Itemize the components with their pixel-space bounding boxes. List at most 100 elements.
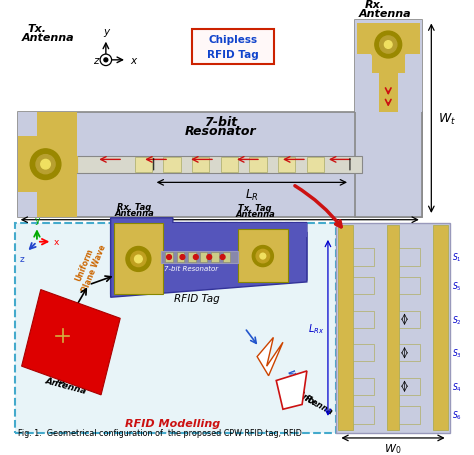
Circle shape	[384, 41, 392, 49]
Circle shape	[104, 59, 108, 63]
Circle shape	[256, 250, 270, 263]
Text: x: x	[54, 238, 60, 247]
Circle shape	[375, 32, 401, 59]
Text: Antenna: Antenna	[295, 389, 334, 416]
Circle shape	[380, 37, 397, 54]
Circle shape	[30, 150, 61, 180]
Text: Antenna: Antenna	[115, 208, 155, 217]
Text: Antenna: Antenna	[358, 9, 411, 19]
FancyBboxPatch shape	[18, 112, 77, 217]
FancyBboxPatch shape	[192, 157, 209, 172]
Circle shape	[247, 241, 278, 272]
FancyBboxPatch shape	[192, 30, 274, 65]
Text: Tx.: Tx.	[27, 24, 46, 34]
Text: Tx. Tag: Tx. Tag	[238, 204, 272, 212]
FancyBboxPatch shape	[356, 25, 420, 74]
Circle shape	[126, 247, 151, 272]
Text: z: z	[93, 56, 98, 66]
Text: 7-bit: 7-bit	[204, 116, 237, 128]
Text: RFID Tag: RFID Tag	[207, 50, 259, 60]
Text: y: y	[103, 27, 109, 37]
FancyBboxPatch shape	[135, 157, 152, 172]
Circle shape	[41, 160, 50, 170]
FancyBboxPatch shape	[238, 230, 288, 282]
Polygon shape	[110, 223, 307, 295]
FancyBboxPatch shape	[338, 226, 353, 430]
Circle shape	[193, 255, 198, 260]
FancyBboxPatch shape	[223, 253, 230, 262]
Text: $S_4$: $S_4$	[452, 380, 462, 393]
FancyBboxPatch shape	[161, 252, 238, 263]
FancyBboxPatch shape	[221, 157, 238, 172]
Polygon shape	[173, 223, 307, 238]
Polygon shape	[110, 218, 307, 298]
FancyBboxPatch shape	[355, 20, 422, 217]
Text: Wave: Wave	[284, 368, 301, 395]
FancyBboxPatch shape	[15, 223, 336, 433]
Text: z: z	[20, 255, 25, 263]
Text: x: x	[130, 56, 136, 66]
Text: Tx.: Tx.	[286, 371, 299, 388]
Text: Uniform
Plane Wave: Uniform Plane Wave	[71, 239, 108, 293]
Text: $S_1$: $S_1$	[452, 251, 462, 264]
Text: Chipless: Chipless	[209, 35, 258, 45]
FancyBboxPatch shape	[77, 156, 363, 173]
FancyBboxPatch shape	[404, 55, 420, 74]
Text: $S_6$: $S_6$	[452, 409, 462, 421]
FancyBboxPatch shape	[249, 157, 267, 172]
FancyBboxPatch shape	[355, 20, 422, 112]
Polygon shape	[173, 223, 307, 257]
Circle shape	[167, 255, 172, 260]
Text: Antenna: Antenna	[44, 375, 87, 395]
FancyBboxPatch shape	[387, 226, 399, 430]
FancyBboxPatch shape	[67, 156, 78, 173]
Text: $L_{Rx}$: $L_{Rx}$	[308, 321, 324, 335]
FancyBboxPatch shape	[399, 249, 420, 266]
Text: y: y	[34, 216, 40, 225]
Text: Antenna: Antenna	[22, 33, 74, 43]
Circle shape	[207, 255, 211, 260]
Text: RFID Tag: RFID Tag	[174, 293, 219, 303]
Circle shape	[100, 55, 111, 66]
FancyBboxPatch shape	[399, 278, 420, 295]
Text: Resonator: Resonator	[185, 125, 256, 138]
Polygon shape	[257, 338, 283, 376]
Circle shape	[25, 144, 67, 186]
Text: Rx. Tag: Rx. Tag	[118, 203, 152, 212]
Polygon shape	[22, 290, 120, 395]
Circle shape	[260, 253, 266, 259]
FancyBboxPatch shape	[356, 55, 372, 74]
FancyBboxPatch shape	[113, 223, 163, 295]
FancyBboxPatch shape	[163, 157, 181, 172]
FancyBboxPatch shape	[18, 192, 37, 217]
FancyBboxPatch shape	[18, 112, 422, 217]
Circle shape	[220, 255, 225, 260]
FancyBboxPatch shape	[399, 311, 420, 328]
FancyBboxPatch shape	[307, 157, 324, 172]
Text: Fig. 1.  Geometrical configuration of  the proposed CPW RFID tag, RFID: Fig. 1. Geometrical configuration of the…	[18, 428, 301, 437]
Circle shape	[369, 26, 407, 65]
Text: Antenna: Antenna	[235, 209, 275, 218]
Text: Tx.: Tx.	[54, 375, 71, 388]
FancyBboxPatch shape	[353, 311, 374, 328]
FancyBboxPatch shape	[278, 157, 295, 172]
FancyBboxPatch shape	[399, 378, 420, 395]
FancyBboxPatch shape	[379, 46, 398, 112]
FancyBboxPatch shape	[200, 253, 207, 262]
Circle shape	[180, 255, 185, 260]
FancyBboxPatch shape	[188, 253, 196, 262]
FancyBboxPatch shape	[433, 226, 447, 430]
FancyBboxPatch shape	[353, 344, 374, 362]
FancyBboxPatch shape	[399, 406, 420, 424]
Text: Rx.: Rx.	[365, 0, 384, 10]
Circle shape	[36, 155, 55, 174]
Text: $S_3$: $S_3$	[452, 347, 462, 359]
Text: $W_0$: $W_0$	[384, 441, 402, 455]
Text: $L_l$: $L_l$	[214, 225, 225, 240]
Text: $W_t$: $W_t$	[438, 111, 456, 126]
FancyBboxPatch shape	[18, 112, 37, 137]
Text: RFID Modelling: RFID Modelling	[125, 418, 220, 428]
Circle shape	[252, 246, 273, 267]
FancyBboxPatch shape	[336, 223, 450, 433]
FancyBboxPatch shape	[353, 378, 374, 395]
